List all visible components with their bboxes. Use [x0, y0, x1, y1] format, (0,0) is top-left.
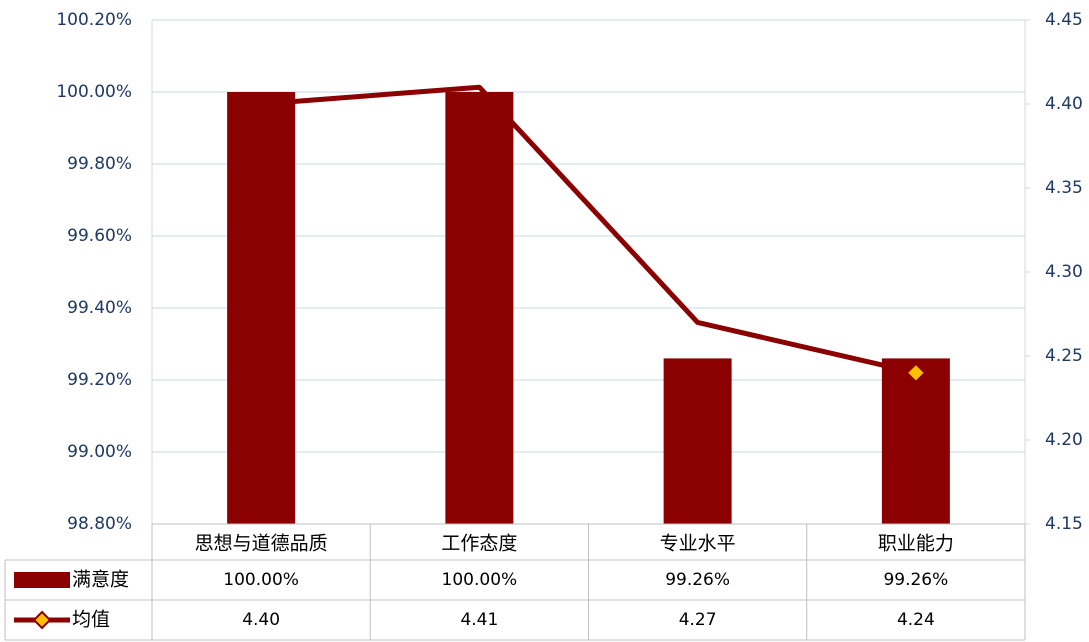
y-tick-label: 100.00%	[56, 82, 132, 102]
bar	[663, 358, 732, 524]
data-label: 4.24	[897, 610, 935, 630]
data-label: 100.00%	[223, 570, 299, 590]
data-label: 99.26%	[883, 570, 948, 590]
bar	[445, 92, 514, 524]
data-label: 4.27	[679, 610, 717, 630]
x-tick-label: 专业水平	[660, 533, 736, 555]
y2-tick-label: 4.15	[1045, 514, 1083, 534]
data-label: 100.00%	[442, 570, 518, 590]
data-label: 4.40	[242, 610, 280, 630]
y2-tick-label: 4.20	[1045, 430, 1083, 450]
y2-tick-label: 4.30	[1045, 262, 1083, 282]
y-tick-label: 100.20%	[56, 10, 132, 30]
legend-label: 均值	[72, 609, 110, 631]
y2-tick-label: 4.45	[1045, 10, 1083, 30]
y-tick-label: 99.40%	[67, 298, 132, 318]
x-tick-label: 职业能力	[878, 533, 954, 555]
data-label: 99.26%	[665, 570, 730, 590]
y-tick-label: 99.00%	[67, 442, 132, 462]
x-tick-label: 工作态度	[441, 533, 517, 555]
y-tick-label: 99.20%	[67, 370, 132, 390]
y2-tick-label: 4.25	[1045, 346, 1083, 366]
line	[260, 84, 917, 376]
y2-tick-label: 4.40	[1045, 94, 1083, 114]
x-tick-label: 思想与道德品质	[195, 533, 328, 555]
legend-label: 满意度	[72, 569, 129, 591]
legend-key	[14, 572, 70, 588]
bar	[227, 92, 296, 524]
line-marker	[905, 362, 927, 384]
data-label: 4.41	[460, 610, 498, 630]
y-tick-label: 99.60%	[67, 226, 132, 246]
legend-key	[32, 610, 52, 630]
y-tick-label: 99.80%	[67, 154, 132, 174]
y2-tick-label: 4.35	[1045, 178, 1083, 198]
bar	[881, 358, 950, 524]
y-tick-label: 98.80%	[67, 514, 132, 534]
